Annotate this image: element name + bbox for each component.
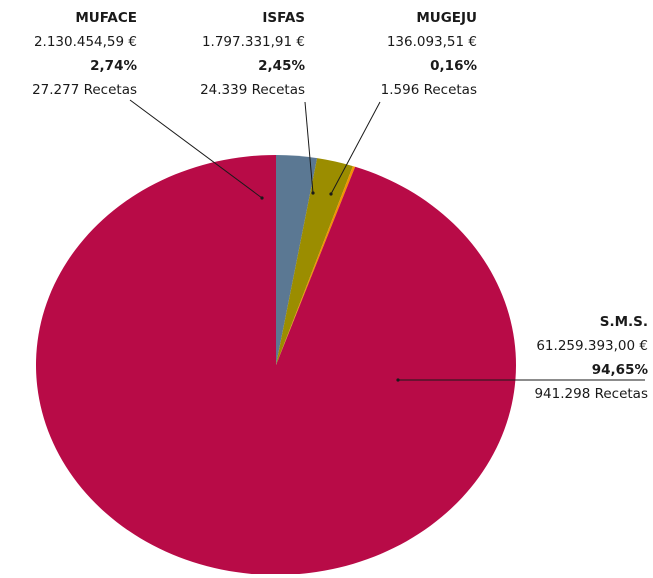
slice-name: ISFAS bbox=[262, 10, 305, 26]
slice-percent: 94,65% bbox=[592, 362, 649, 378]
leader-dot bbox=[311, 191, 315, 195]
leader-dot bbox=[396, 378, 400, 382]
slice-percent: 2,74% bbox=[90, 58, 137, 74]
slice-percent: 2,45% bbox=[258, 58, 305, 74]
slice-percent: 0,16% bbox=[430, 58, 477, 74]
slice-name: MUFACE bbox=[75, 10, 137, 26]
slice-amount: 2.130.454,59 € bbox=[34, 34, 137, 50]
slice-name: MUGEJU bbox=[416, 10, 477, 26]
pie-slice bbox=[276, 158, 353, 365]
slice-amount: 61.259.393,00 € bbox=[536, 338, 648, 354]
slice-recetas: 941.298 Recetas bbox=[534, 386, 648, 402]
slice-recetas: 27.277 Recetas bbox=[32, 82, 137, 98]
slice-name: S.M.S. bbox=[600, 314, 648, 330]
pie-slice bbox=[276, 166, 356, 365]
leader-line bbox=[330, 101, 381, 195]
slice-amount: 136.093,51 € bbox=[387, 34, 477, 50]
pie-slice bbox=[276, 155, 318, 365]
leader-dot bbox=[260, 196, 264, 200]
pie-slice bbox=[36, 155, 517, 575]
slice-recetas: 1.596 Recetas bbox=[381, 82, 477, 98]
leader-line bbox=[304, 101, 314, 194]
slice-recetas: 24.339 Recetas bbox=[200, 82, 305, 98]
leader-line bbox=[129, 99, 263, 199]
slice-amount: 1.797.331,91 € bbox=[202, 34, 305, 50]
leader-dot bbox=[329, 192, 333, 196]
